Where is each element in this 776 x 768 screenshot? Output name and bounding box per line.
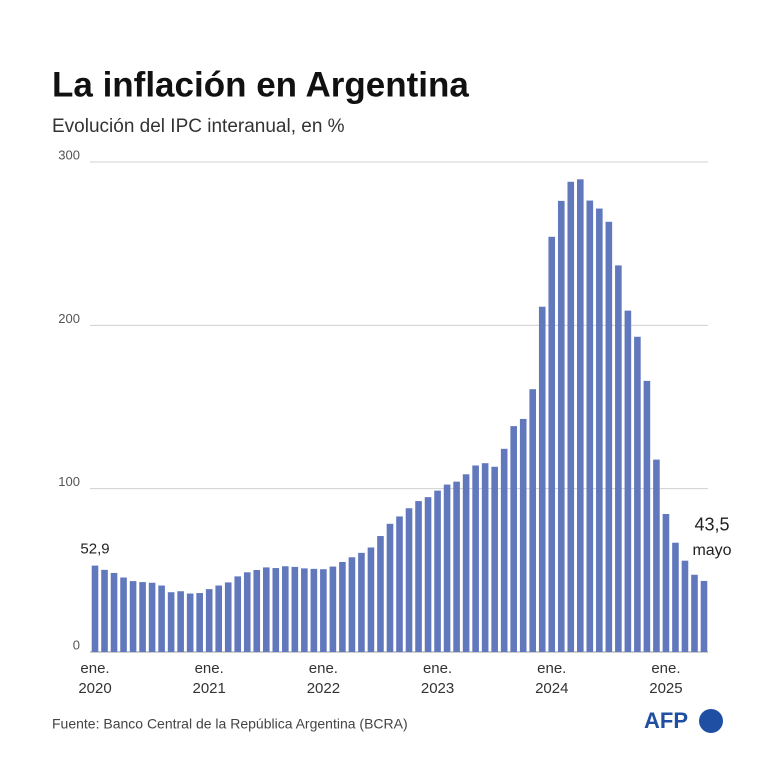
bar <box>453 481 460 652</box>
logo: AFP <box>644 708 688 733</box>
bar <box>139 582 146 652</box>
bar <box>548 236 556 652</box>
bar <box>434 490 441 652</box>
bar <box>91 565 99 652</box>
bar <box>576 179 584 652</box>
bar <box>167 592 175 652</box>
y-tick-label: 200 <box>58 311 80 326</box>
y-tick-label: 300 <box>58 147 80 162</box>
bar <box>643 380 651 652</box>
bar <box>691 574 698 652</box>
bar <box>624 310 632 652</box>
bar <box>367 547 375 652</box>
bar <box>586 200 594 652</box>
bar <box>224 582 232 652</box>
bar <box>653 459 660 652</box>
bar <box>186 593 194 652</box>
bar <box>481 463 489 652</box>
bar <box>120 577 127 652</box>
x-tick-label: ene. 2021 <box>192 660 226 697</box>
bar <box>700 580 708 652</box>
bar <box>205 589 213 652</box>
bar <box>510 426 517 652</box>
bar <box>101 569 108 652</box>
y-tick-label: 0 <box>73 637 80 652</box>
bar <box>415 501 422 652</box>
bar <box>262 567 270 652</box>
bar <box>634 336 641 652</box>
bar <box>177 591 184 652</box>
bar <box>282 566 289 652</box>
bar <box>377 536 384 652</box>
bar <box>662 513 670 652</box>
bar <box>424 497 432 652</box>
bar <box>158 585 165 652</box>
bar <box>234 576 242 652</box>
bar <box>472 465 479 652</box>
bar <box>358 552 365 652</box>
bar <box>215 585 223 652</box>
bar <box>129 581 137 652</box>
bar <box>500 448 508 652</box>
chart-title: La inflación en Argentina <box>52 65 469 104</box>
bar <box>605 221 613 652</box>
bar <box>681 560 689 652</box>
x-tick-label: ene. 2022 <box>306 660 341 697</box>
bar <box>386 523 394 652</box>
bar <box>596 208 603 653</box>
bar <box>301 568 308 652</box>
annotation: mayo <box>692 542 731 559</box>
bar <box>462 474 470 652</box>
bar <box>339 562 346 652</box>
bar <box>243 572 251 652</box>
bar <box>443 484 451 652</box>
bar <box>557 200 565 652</box>
bar <box>253 570 261 652</box>
bar <box>567 181 575 652</box>
value-label: 52,9 <box>80 541 109 558</box>
logo-dot <box>699 709 723 733</box>
bar <box>348 557 356 652</box>
bar <box>320 569 327 652</box>
y-tick-label: 100 <box>58 474 80 489</box>
bar <box>148 582 156 652</box>
bar <box>329 566 337 652</box>
bar <box>272 568 280 652</box>
chart-subtitle: Evolución del IPC interanual, en % <box>52 116 345 137</box>
bar <box>405 508 413 652</box>
value-label: 43,5 <box>694 515 729 535</box>
bar <box>291 566 299 652</box>
x-tick-label: ene. 2023 <box>420 660 455 697</box>
bar <box>529 389 537 652</box>
source: Fuente: Banco Central de la República Ar… <box>52 716 408 732</box>
x-tick-label: ene. 2025 <box>649 660 683 697</box>
bar <box>396 516 403 652</box>
bar <box>615 265 622 652</box>
x-tick-label: ene. 2020 <box>78 660 112 697</box>
bar <box>196 593 203 652</box>
bar <box>310 568 318 652</box>
x-tick-label: ene. 2024 <box>535 660 569 697</box>
bar <box>491 466 498 652</box>
bar <box>519 418 527 652</box>
bar <box>538 306 546 652</box>
bar <box>672 542 679 652</box>
bar <box>110 572 118 652</box>
